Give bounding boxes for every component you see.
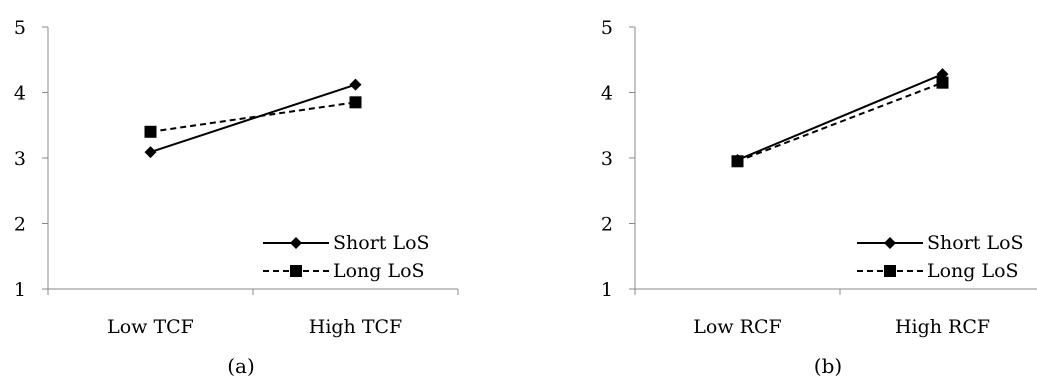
y-tick-label: 5 — [14, 17, 26, 39]
panel-caption: (a) — [227, 354, 255, 378]
data-point-square — [936, 76, 949, 89]
legend-marker-square — [290, 265, 302, 277]
data-point-square — [731, 155, 744, 168]
data-point-square — [349, 96, 362, 109]
y-tick-label: 3 — [14, 148, 26, 170]
data-point-square — [144, 125, 157, 138]
chart-panel-b: 1 2 3 4 5 Low RCF High RCF Short LoS Long LoS (b) — [601, 17, 1037, 378]
series-line — [737, 81, 943, 163]
x-tick-label: High RCF — [895, 316, 990, 338]
y-tick-label: 1 — [14, 279, 26, 301]
series-line — [150, 101, 356, 133]
legend-label: Short LoS — [333, 232, 430, 254]
series-line — [150, 83, 356, 154]
y-tick-label: 1 — [601, 279, 613, 301]
x-tick-label: Low TCF — [107, 316, 194, 338]
legend-label: Long LoS — [927, 260, 1019, 282]
legend-marker-diamond — [884, 237, 896, 249]
chart-panel-a: 1 2 3 4 5 Low TCF High TCF Short LoS Long LoS (a) — [14, 17, 459, 378]
y-tick-label: 2 — [601, 214, 613, 236]
x-tick-label: Low RCF — [693, 316, 781, 338]
x-tick-label: High TCF — [309, 316, 402, 338]
y-tick-label: 3 — [601, 148, 613, 170]
legend-marker-diamond — [290, 237, 302, 249]
legend-marker-square — [884, 265, 896, 277]
data-point-diamond — [349, 78, 362, 91]
legend-label: Long LoS — [333, 260, 425, 282]
y-tick-label: 4 — [14, 83, 26, 105]
y-tick-label: 4 — [601, 83, 613, 105]
series-line — [737, 73, 943, 161]
legend-label: Short LoS — [927, 232, 1024, 254]
y-tick-label: 2 — [14, 214, 26, 236]
panel-caption: (b) — [814, 354, 842, 378]
y-tick-label: 5 — [601, 17, 613, 39]
data-point-diamond — [144, 146, 157, 159]
